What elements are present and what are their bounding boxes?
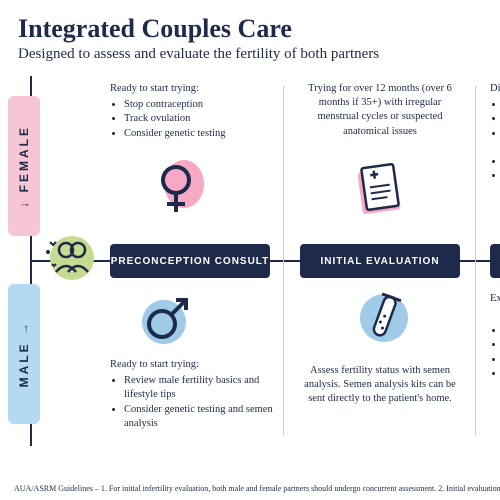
male-initial-text: Assess fertility status with semen analy… [300,364,460,407]
stage-preconception: PRECONCEPTION CONSULT [110,244,270,278]
page-title: Integrated Couples Care [18,14,482,44]
male-symbol-icon [138,288,198,348]
male-preconception-text: Ready to start trying: Review male ferti… [110,358,275,431]
footnote: AUA/ASRM Guidelines – 1. For initial inf… [14,484,500,494]
female-symbol-icon [150,158,210,218]
female-diagnostic-text: Diverse panel of labs FFTUCUF [490,82,500,197]
stage-diagnostic: DIAGNOSTIC WORKUP [490,244,500,278]
female-preconception-text: Ready to start trying: Stop contraceptio… [110,82,275,141]
stage-initial: INITIAL EVALUATION [300,244,460,278]
clipboard-icon [350,158,410,218]
flow-diagram: ↓ FEMALE MALE → Ready to start trying: S… [0,76,500,446]
male-label: MALE → [8,284,40,424]
male-diagnostic-text: Extended evaluation and [490,292,500,381]
female-initial-text: Trying for over 12 months (over 6 months… [300,82,460,139]
couple-icon [44,228,100,284]
separator [283,86,284,436]
test-tube-icon [354,288,414,348]
separator [475,86,476,436]
female-label: ↓ FEMALE [8,96,40,236]
page-subtitle: Designed to assess and evaluate the fert… [18,46,482,63]
